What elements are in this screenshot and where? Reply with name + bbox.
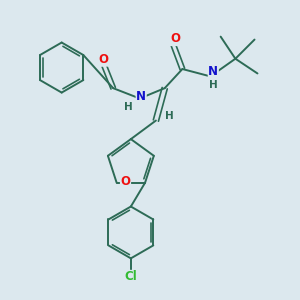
Text: O: O (170, 32, 180, 46)
Text: N: N (208, 65, 218, 79)
Text: H: H (124, 102, 132, 112)
Text: Cl: Cl (124, 270, 137, 284)
Text: H: H (209, 80, 218, 90)
Text: O: O (98, 53, 108, 66)
Text: N: N (136, 91, 146, 103)
Text: O: O (121, 175, 130, 188)
Text: H: H (165, 111, 173, 121)
